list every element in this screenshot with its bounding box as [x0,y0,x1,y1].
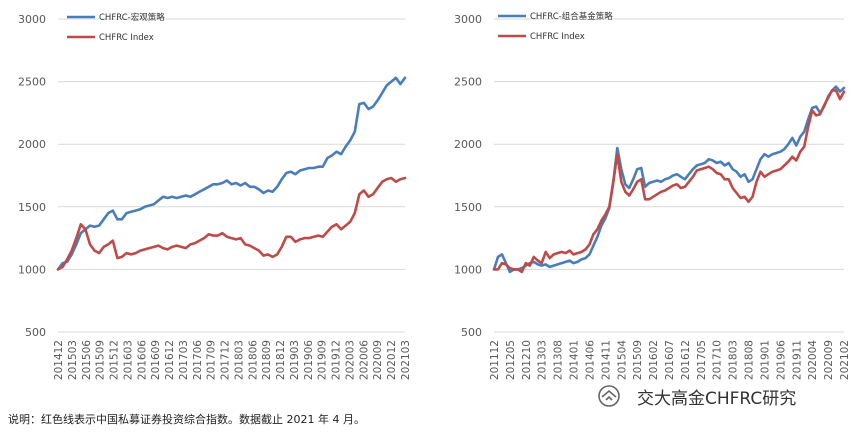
x-tick-label: 201803 [233,340,245,380]
x-tick-label: 202012 [386,340,398,380]
x-tick-label: 201411 [600,340,612,380]
x-tick-label: 201612 [164,340,176,380]
x-tick-label: 201812 [275,340,287,380]
x-tick-label: 201710 [712,340,724,380]
x-tick-label: 201909 [317,340,329,380]
x-tick-label: 201412 [53,340,65,380]
series-line-index [492,89,846,274]
x-tick-label: 201504 [616,340,628,380]
x-tick-label: 201205 [505,340,517,380]
x-tick-label: 202102 [839,340,851,380]
x-tick-label: 202103 [400,340,412,380]
x-tick-label: 201706 [192,340,204,380]
wechat-channel-icon [598,385,620,407]
x-tick-label: 201602 [648,340,660,380]
x-tick-label: 202006 [358,340,370,380]
y-tick-label: 3000 [454,13,482,26]
y-tick-label: 1500 [454,201,482,214]
footnote: 说明：红色线表示中国私募证券投资综合指数。数据截止 2021 年 4 月。 [8,413,365,426]
x-tick-label: 201401 [569,340,581,380]
y-tick-label: 2000 [454,138,482,151]
x-tick-label: 201911 [791,340,803,380]
x-tick-label: 201809 [261,340,273,380]
x-tick-label: 201806 [247,340,259,380]
series-line-index [56,176,407,271]
x-tick-label: 201210 [521,340,533,380]
x-tick-label: 201903 [289,340,301,380]
x-tick-label: 201612 [680,340,692,380]
x-tick-label: 201503 [67,340,79,380]
watermark-text: 交大高金CHFRC研究 [637,388,797,409]
y-tick-label: 1000 [454,263,482,276]
series-line-strategy [492,85,846,274]
x-tick-label: 202009 [372,340,384,380]
x-tick-label: 201112 [489,340,501,380]
legend-label: CHFRC Index [530,32,585,42]
x-tick-label: 201712 [220,340,232,380]
y-tick-label: 2000 [18,138,46,151]
x-tick-label: 201808 [744,340,756,380]
x-tick-label: 201509 [95,340,107,380]
y-tick-label: 3000 [18,13,46,26]
x-tick-label: 201406 [584,340,596,380]
x-tick-label: 202009 [823,340,835,380]
x-tick-label: 201607 [664,340,676,380]
x-tick-label: 201912 [331,340,343,380]
x-tick-label: 201606 [136,340,148,380]
x-tick-label: 202003 [344,340,356,380]
x-tick-label: 201509 [632,340,644,380]
y-tick-label: 500 [461,326,482,339]
y-tick-label: 500 [25,326,46,339]
x-tick-label: 201705 [696,340,708,380]
legend-label: CHFRC Index [99,33,154,43]
y-tick-label: 1000 [18,263,46,276]
x-tick-label: 201906 [303,340,315,380]
x-tick-label: 201803 [728,340,740,380]
x-tick-label: 202004 [807,340,819,380]
x-tick-label: 201901 [759,340,771,380]
x-tick-label: 201506 [81,340,93,380]
x-tick-label: 201703 [178,340,190,380]
y-tick-label: 2500 [454,76,482,89]
y-tick-label: 1500 [18,201,46,214]
legend-label: CHFRC-组合基金策略 [530,11,613,22]
x-tick-label: 201709 [206,340,218,380]
x-tick-label: 201512 [109,340,121,380]
x-tick-label: 201303 [537,340,549,380]
x-tick-label: 201906 [775,340,787,380]
x-tick-label: 201308 [553,340,565,380]
chart-2: 500 1000 1500 2000 2500 3000 201112 201205 20121… [454,11,851,380]
watermark: 交大高金CHFRC研究 [597,383,796,409]
x-tick-label: 201603 [122,340,134,380]
x-tick-label: 201609 [150,340,162,380]
y-tick-label: 2500 [18,76,46,89]
legend-label: CHFRC-宏观策略 [99,12,165,23]
series-line-strategy [56,76,407,271]
